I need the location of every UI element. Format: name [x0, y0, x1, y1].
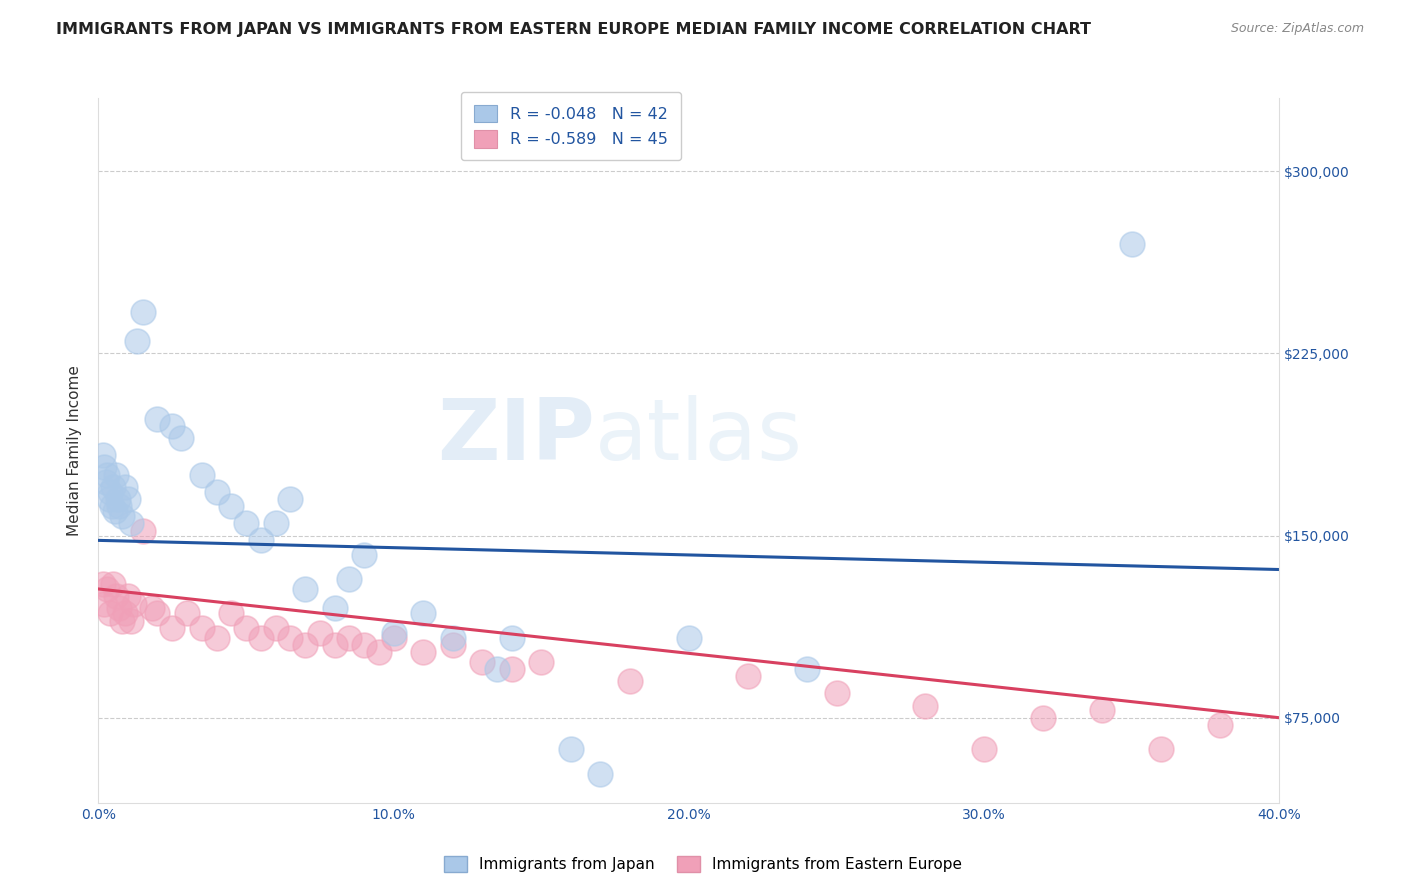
Point	[176, 607, 198, 621]
Point	[96, 582, 118, 596]
Point	[162, 419, 183, 434]
Point	[368, 645, 391, 659]
Point	[91, 577, 114, 591]
Point	[108, 500, 131, 514]
Point	[103, 480, 125, 494]
Point	[1150, 742, 1173, 756]
Text: IMMIGRANTS FROM JAPAN VS IMMIGRANTS FROM EASTERN EUROPE MEDIAN FAMILY INCOME COR: IMMIGRANTS FROM JAPAN VS IMMIGRANTS FROM…	[56, 22, 1091, 37]
Point	[973, 742, 995, 756]
Text: Source: ZipAtlas.com: Source: ZipAtlas.com	[1230, 22, 1364, 36]
Point	[205, 484, 228, 499]
Point	[108, 601, 131, 615]
Legend: R = -0.048   N = 42, R = -0.589   N = 45: R = -0.048 N = 42, R = -0.589 N = 45	[461, 92, 681, 161]
Point	[94, 475, 117, 489]
Point	[1091, 703, 1114, 717]
Point	[98, 484, 121, 499]
Point	[619, 674, 641, 689]
Point	[120, 516, 142, 531]
Point	[141, 601, 163, 615]
Point	[589, 766, 612, 780]
Point	[117, 589, 139, 603]
Point	[125, 334, 148, 348]
Point	[1032, 711, 1054, 725]
Point	[280, 491, 302, 506]
Point	[825, 686, 848, 700]
Point	[339, 631, 361, 645]
Point	[323, 601, 346, 615]
Point	[122, 597, 145, 611]
Point	[560, 742, 582, 756]
Point	[105, 467, 128, 482]
Point	[471, 655, 494, 669]
Point	[97, 491, 120, 506]
Point	[132, 524, 155, 538]
Point	[235, 621, 257, 635]
Point	[323, 638, 346, 652]
Point	[96, 467, 118, 482]
Point	[103, 577, 125, 591]
Point	[486, 662, 509, 676]
Point	[353, 638, 375, 652]
Point	[105, 589, 128, 603]
Point	[412, 607, 434, 621]
Point	[339, 572, 361, 586]
Point	[294, 582, 316, 596]
Point	[100, 500, 122, 514]
Point	[250, 533, 273, 548]
Point	[914, 698, 936, 713]
Legend: Immigrants from Japan, Immigrants from Eastern Europe: Immigrants from Japan, Immigrants from E…	[436, 848, 970, 880]
Point	[107, 491, 129, 506]
Point	[191, 467, 214, 482]
Point	[309, 625, 332, 640]
Point	[250, 631, 273, 645]
Point	[235, 516, 257, 531]
Point	[1121, 236, 1143, 251]
Point	[441, 638, 464, 652]
Point	[221, 500, 243, 514]
Point	[280, 631, 302, 645]
Point	[170, 431, 193, 445]
Point	[91, 448, 114, 462]
Point	[530, 655, 553, 669]
Point	[1209, 718, 1232, 732]
Point	[264, 516, 287, 531]
Point	[441, 631, 464, 645]
Point	[412, 645, 434, 659]
Y-axis label: Median Family Income: Median Family Income	[67, 365, 83, 536]
Point	[501, 662, 523, 676]
Point	[382, 631, 405, 645]
Point	[120, 614, 142, 628]
Point	[146, 412, 169, 426]
Point	[796, 662, 818, 676]
Point	[353, 548, 375, 562]
Point	[294, 638, 316, 652]
Point	[111, 614, 134, 628]
Point	[205, 631, 228, 645]
Point	[146, 607, 169, 621]
Point	[264, 621, 287, 635]
Point	[678, 631, 700, 645]
Point	[501, 631, 523, 645]
Point	[114, 480, 136, 494]
Point	[111, 509, 134, 524]
Text: atlas: atlas	[595, 395, 803, 478]
Point	[382, 625, 405, 640]
Point	[114, 607, 136, 621]
Point	[93, 460, 115, 475]
Point	[221, 607, 243, 621]
Point	[191, 621, 214, 635]
Point	[117, 491, 139, 506]
Point	[132, 305, 155, 319]
Point	[93, 597, 115, 611]
Point	[98, 607, 121, 621]
Point	[162, 621, 183, 635]
Point	[104, 504, 127, 518]
Text: ZIP: ZIP	[437, 395, 595, 478]
Point	[737, 669, 759, 683]
